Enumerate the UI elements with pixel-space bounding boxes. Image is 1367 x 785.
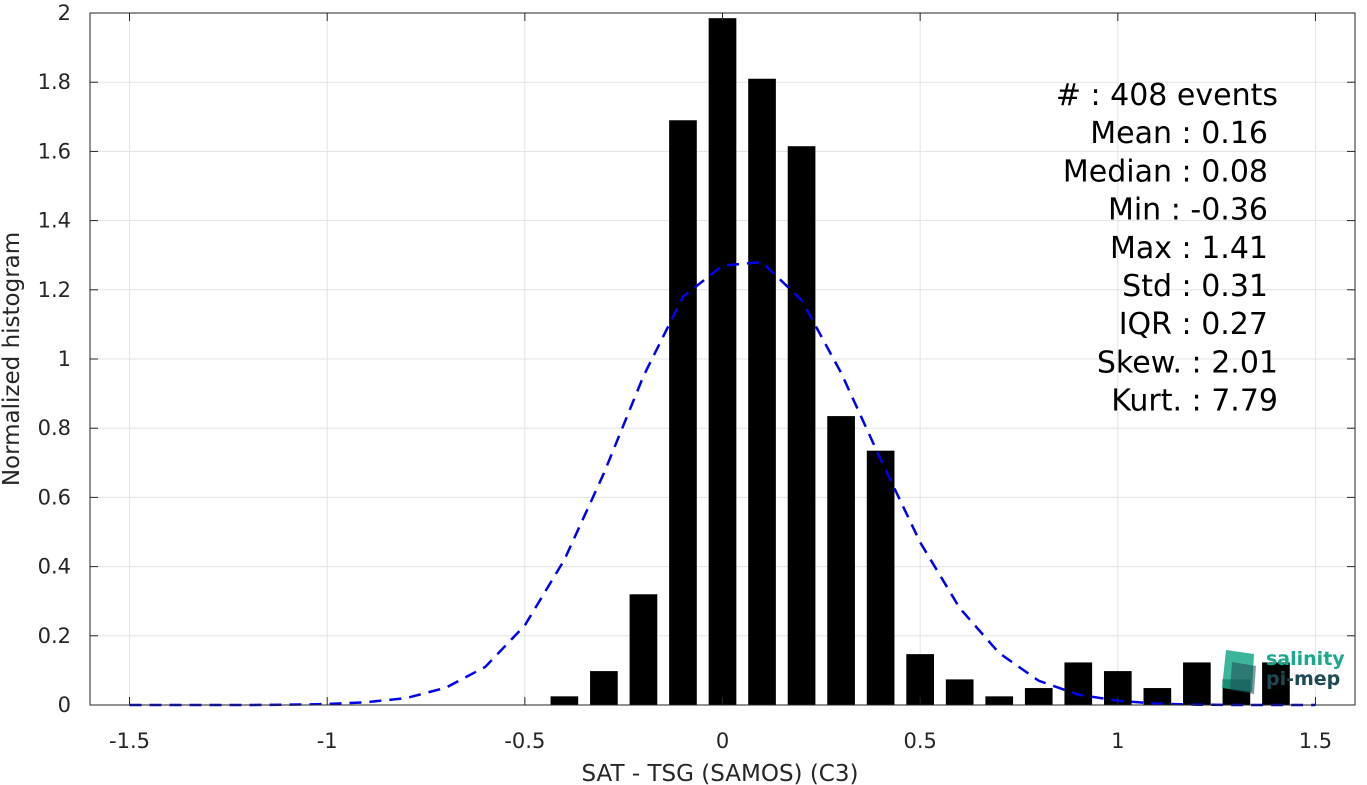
y-tick-label: 0.2 <box>38 624 71 648</box>
y-tick-label: 1.4 <box>38 209 71 233</box>
y-tick-label: 0.6 <box>38 485 71 509</box>
bars <box>550 18 1290 706</box>
histogram-bar <box>1024 688 1053 705</box>
histogram-bar <box>1183 662 1211 705</box>
x-axis-label: SAT - TSG (SAMOS) (C3) <box>582 761 859 785</box>
y-tick-label: 0.4 <box>38 555 71 579</box>
x-tick-labels: -1.5 -1 -0.5 0 0.5 1 1.5 <box>109 729 1332 753</box>
stats-line: Std : 0.31 <box>1122 269 1268 304</box>
axes <box>89 12 1356 706</box>
y-tick-label: 1 <box>58 347 71 371</box>
logo-mark-shade-icon <box>1230 662 1256 694</box>
histogram-bar <box>787 146 816 705</box>
x-tick-label: -0.5 <box>504 729 545 753</box>
histogram-bar <box>748 78 776 706</box>
histogram-bar <box>669 120 697 705</box>
histogram-bar <box>827 416 855 705</box>
y-tick-label: 1.8 <box>38 70 71 94</box>
histogram-bar <box>629 594 658 705</box>
y-tick-label: 0 <box>58 693 71 717</box>
stats-line: Skew. : 2.01 <box>1097 345 1278 380</box>
histogram-bar <box>1143 688 1172 705</box>
histogram-bar <box>550 696 579 705</box>
y-tick-labels: 0 0.2 0.4 0.6 0.8 1 1.2 1.4 1.6 1.8 2 <box>38 1 71 717</box>
y-tick-label: 2 <box>58 1 71 25</box>
histogram-bar <box>590 671 618 705</box>
salinity-pi-mep-logo: salinity pi-mep <box>1222 648 1345 694</box>
x-tick-label: 0 <box>716 729 729 753</box>
x-tick-label: 0.5 <box>903 729 936 753</box>
logo-text-pi-mep: pi-mep <box>1266 668 1340 690</box>
histogram-bar <box>708 18 737 705</box>
stats-line: Min : -0.36 <box>1108 193 1268 228</box>
x-tick-label: 1 <box>1111 729 1124 753</box>
stats-line: Median : 0.08 <box>1063 154 1268 189</box>
histogram-bar <box>985 696 1014 705</box>
histogram-bar <box>1262 662 1290 705</box>
histogram-bar <box>906 654 934 705</box>
logo-text-salinity: salinity <box>1266 648 1345 670</box>
y-axis-label: Normalized histogram <box>0 232 25 486</box>
histogram-bar <box>866 450 895 705</box>
histogram-bar <box>945 679 974 705</box>
stats-line: IQR : 0.27 <box>1119 307 1268 342</box>
histogram-bar <box>1064 662 1093 705</box>
x-tick-label: -1 <box>317 729 338 753</box>
x-tick-label: -1.5 <box>109 729 150 753</box>
stats-line: Mean : 0.16 <box>1090 116 1268 151</box>
stats-line: Kurt. : 7.79 <box>1111 384 1278 419</box>
y-tick-label: 1.6 <box>38 139 71 163</box>
stats-line: Max : 1.41 <box>1110 231 1268 266</box>
y-tick-label: 1.2 <box>38 278 71 302</box>
stats-line: # : 408 events <box>1056 78 1278 113</box>
y-tick-label: 0.8 <box>38 416 71 440</box>
x-tick-label: 1.5 <box>1299 729 1332 753</box>
